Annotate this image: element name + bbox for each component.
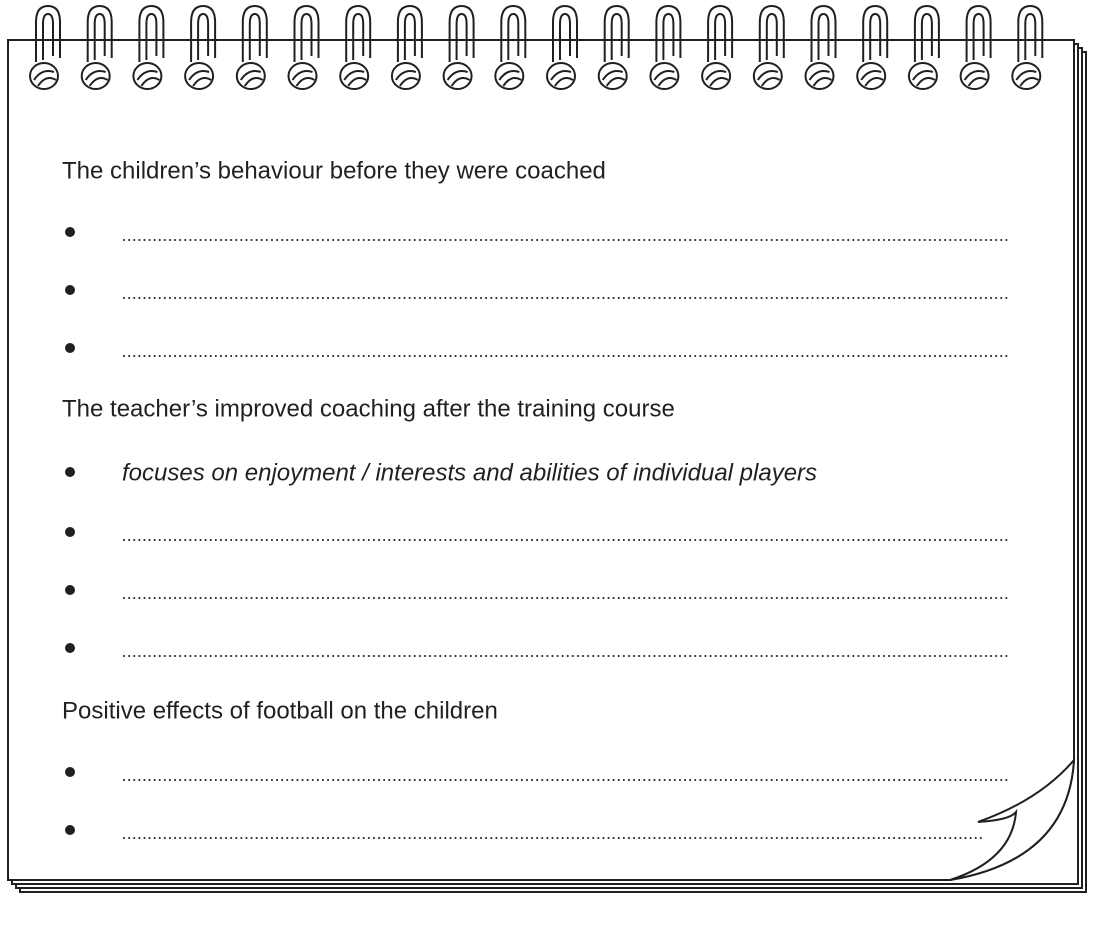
bullet [65,825,75,835]
bullet [65,467,75,477]
bullet [65,285,75,295]
bullet [65,227,75,237]
section-heading: Positive effects of football on the chil… [62,697,498,724]
bullet [65,767,75,777]
section-heading: The teacher’s improved coaching after th… [62,395,675,422]
notebook: The children’s behaviour before they wer… [0,0,1093,936]
page: {"sections": [ {"heading": "The children… [0,0,1093,936]
bullet [65,343,75,353]
bullet [65,585,75,595]
bullet [65,643,75,653]
bullet [65,527,75,537]
section-heading: The children’s behaviour before they wer… [62,157,606,184]
example-answer: focuses on enjoyment / interests and abi… [122,459,817,486]
